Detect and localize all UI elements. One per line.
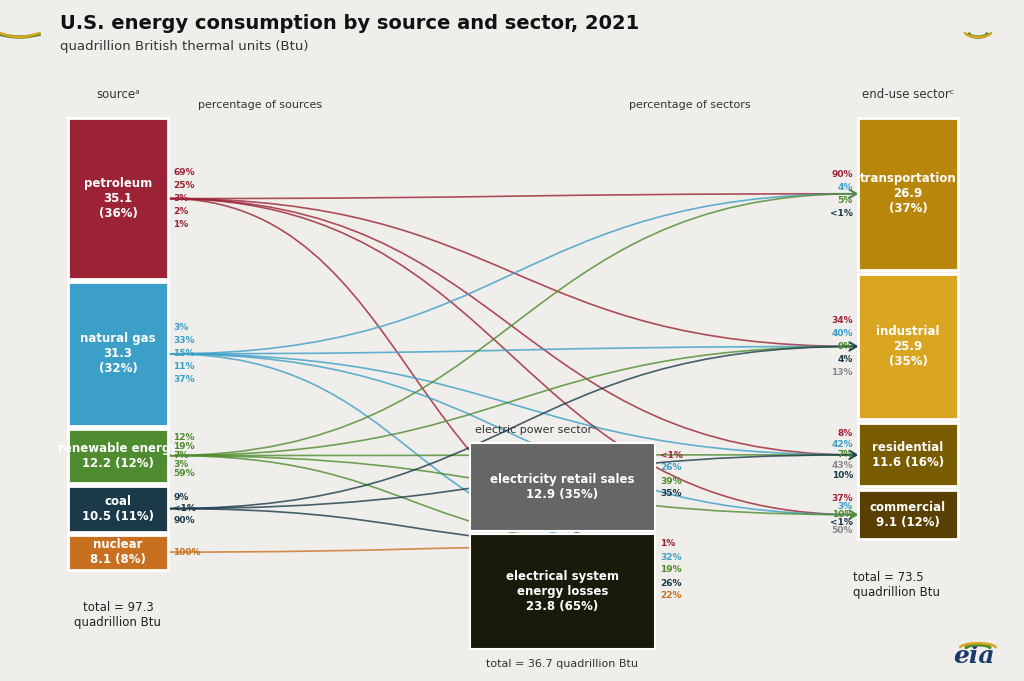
Text: percentage of sources: percentage of sources [198,100,323,110]
Text: petroleum
35.1
(36%): petroleum 35.1 (36%) [84,177,153,220]
FancyArrowPatch shape [168,451,856,509]
FancyArrowPatch shape [168,542,653,552]
Text: transportation
26.9
(37%): transportation 26.9 (37%) [859,172,956,215]
Text: <1%: <1% [173,504,196,513]
FancyArrowPatch shape [168,509,653,550]
Text: 37%: 37% [831,494,853,503]
Text: 35%: 35% [660,490,682,498]
Text: 90%: 90% [831,170,853,179]
FancyArrowPatch shape [168,456,856,519]
Text: 12%: 12% [173,433,195,442]
Text: 2%: 2% [173,207,188,216]
Bar [68,428,168,483]
Text: 4%: 4% [838,183,853,192]
FancyArrowPatch shape [168,343,856,354]
Text: 59%: 59% [173,469,195,478]
Text: 26%: 26% [660,578,682,588]
FancyArrowPatch shape [168,456,653,550]
Text: end-use sectorᶜ: end-use sectorᶜ [862,88,954,101]
Text: commercial
9.1 (12%): commercial 9.1 (12%) [870,501,946,528]
Text: 9%: 9% [173,492,188,502]
Text: <1%: <1% [660,451,683,460]
FancyArrowPatch shape [168,189,856,199]
Text: natural gas
31.3
(32%): natural gas 31.3 (32%) [80,332,156,375]
Text: 19%: 19% [660,565,682,575]
Text: 1%: 1% [660,539,675,548]
Text: 33%: 33% [173,336,195,345]
Bar [858,118,958,270]
Text: 7%: 7% [838,450,853,460]
Text: 90%: 90% [173,516,195,524]
Text: 4%: 4% [838,355,853,364]
Bar [68,486,168,532]
FancyArrowPatch shape [168,199,856,351]
FancyArrowPatch shape [168,199,856,459]
Text: sourceᵃ: sourceᵃ [96,88,140,101]
Text: 10%: 10% [831,510,853,519]
FancyArrowPatch shape [168,189,856,354]
Bar [470,534,655,649]
Text: 100%: 100% [173,548,201,556]
Bar [68,282,168,426]
Bar [68,535,168,569]
Text: 10%: 10% [831,471,853,480]
Text: industrial
25.9
(35%): industrial 25.9 (35%) [877,325,940,368]
Text: residential
11.6 (16%): residential 11.6 (16%) [872,441,944,469]
Text: percentage of sectors: percentage of sectors [629,100,751,110]
Text: total = 73.5
quadrillion Btu: total = 73.5 quadrillion Btu [853,571,940,599]
Text: 3%: 3% [173,194,188,203]
Text: 3%: 3% [173,460,188,469]
Text: 3%: 3% [173,323,188,332]
Bar [68,118,168,279]
Text: 37%: 37% [173,375,195,384]
FancyArrowPatch shape [168,189,856,456]
Text: U.S. energy consumption by source and sector, 2021: U.S. energy consumption by source and se… [60,14,639,33]
Text: total = 36.7 quadrillion Btu: total = 36.7 quadrillion Btu [486,659,639,669]
FancyArrowPatch shape [168,354,856,459]
Text: nuclear
8.1 (8%): nuclear 8.1 (8%) [90,538,146,566]
Bar [858,424,958,486]
Text: 19%: 19% [173,442,195,451]
Text: electricity retail sales
12.9 (35%): electricity retail sales 12.9 (35%) [490,473,635,501]
FancyArrowPatch shape [168,343,856,509]
Text: 42%: 42% [831,440,853,449]
Text: 43%: 43% [831,461,853,470]
Text: 5%: 5% [838,195,853,205]
FancyArrowPatch shape [168,199,653,550]
Text: <1%: <1% [830,518,853,527]
FancyArrowPatch shape [168,343,856,456]
Text: renewable energy
12.2 (12%): renewable energy 12.2 (12%) [58,441,178,469]
Text: 3%: 3% [838,502,853,511]
Text: 1%: 1% [173,220,188,229]
Text: quadrillion British thermal units (Btu): quadrillion British thermal units (Btu) [60,40,308,53]
Text: electric power sectorᵇ: electric power sectorᵇ [475,425,597,435]
Text: 32%: 32% [660,552,682,562]
Bar [858,490,958,539]
Text: 22%: 22% [660,592,682,601]
Text: electrical system
energy losses
23.8 (65%): electrical system energy losses 23.8 (65… [506,570,618,613]
Text: <1%: <1% [830,209,853,218]
Text: 11%: 11% [173,362,195,371]
Text: 13%: 13% [831,368,853,377]
FancyArrowPatch shape [168,451,856,459]
FancyArrowPatch shape [168,354,653,550]
Text: 39%: 39% [660,477,682,486]
Text: 25%: 25% [173,181,195,190]
Text: 8%: 8% [838,429,853,439]
Bar [470,443,655,531]
Text: 50%: 50% [831,526,853,535]
FancyArrowPatch shape [168,199,856,519]
Text: coal
10.5 (11%): coal 10.5 (11%) [82,494,154,522]
Text: 40%: 40% [831,329,853,338]
Text: 69%: 69% [173,168,195,177]
Text: eia: eia [953,644,995,668]
Bar [858,274,958,419]
Text: total = 97.3
quadrillion Btu: total = 97.3 quadrillion Btu [75,601,162,629]
Text: 7%: 7% [173,451,188,460]
Text: 9%: 9% [838,342,853,351]
Text: 15%: 15% [173,349,195,358]
Text: 26%: 26% [660,464,682,473]
Text: 34%: 34% [831,316,853,325]
FancyArrowPatch shape [168,354,856,519]
